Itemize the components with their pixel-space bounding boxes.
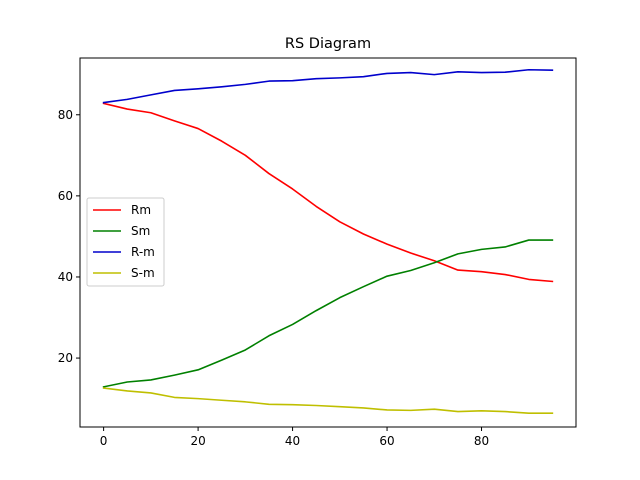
legend-label: S-m [131,266,155,280]
chart-title: RS Diagram [285,36,371,52]
y-tick-label: 80 [58,108,73,122]
legend-label: Sm [131,224,150,238]
axes-frame [79,57,577,428]
legend-label: Rm [131,203,151,217]
plot-area: 0 20 40 60 80 20 40 60 80 [58,57,577,448]
x-tick-label: 40 [285,434,300,448]
y-tick-label: 60 [58,189,73,203]
x-tick-label: 20 [190,434,205,448]
x-tick-label: 60 [379,434,394,448]
y-tick-label: 20 [58,351,73,365]
legend-label: R-m [131,245,155,259]
x-tick-label: 0 [100,434,108,448]
y-tick-label: 40 [58,270,73,284]
series-line-s-m [102,387,554,415]
series-line-r-m [102,68,554,104]
x-tick-label: 80 [474,434,489,448]
series-line-rm [102,102,554,283]
legend-box [86,197,165,287]
legend: Rm Sm R-m S-m [86,197,165,287]
series-line-sm [102,239,554,388]
